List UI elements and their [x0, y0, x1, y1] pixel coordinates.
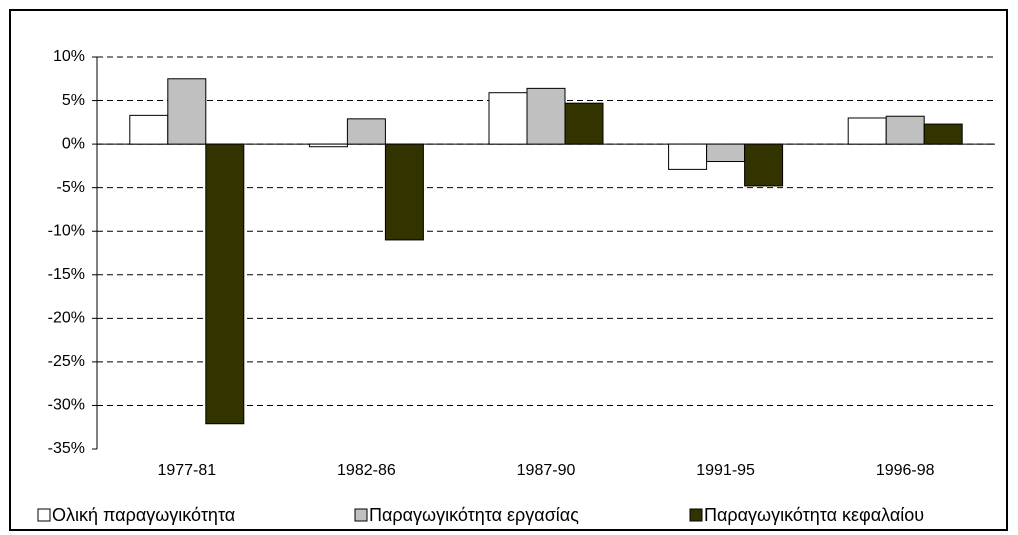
- bar: [167, 78, 207, 145]
- bar: [847, 117, 887, 145]
- y-tick-label: -30%: [48, 397, 85, 414]
- legend-label: Παραγωγικότητα εργασίας: [369, 505, 579, 525]
- bar: [384, 143, 424, 241]
- bar: [885, 115, 925, 145]
- bar: [744, 143, 784, 187]
- bar: [346, 118, 386, 145]
- x-tick-label: 1977-81: [157, 462, 216, 479]
- legend-swatch: [37, 508, 51, 522]
- bar: [308, 143, 348, 148]
- bar: [205, 143, 245, 425]
- bar: [706, 143, 746, 163]
- legend-swatch: [354, 508, 368, 522]
- bar: [129, 114, 169, 145]
- legend-label: Παραγωγικότητα κεφαλαίου: [704, 505, 924, 525]
- x-tick-label: 1982-86: [337, 462, 396, 479]
- y-tick-label: -15%: [48, 266, 85, 283]
- y-tick-label: -5%: [57, 179, 85, 196]
- chart-border: [9, 9, 1008, 531]
- bar: [564, 102, 604, 145]
- bar: [668, 143, 708, 170]
- y-tick-label: -20%: [48, 310, 85, 327]
- x-tick-label: 1987-90: [517, 462, 576, 479]
- x-tick-label: 1996-98: [876, 462, 935, 479]
- y-tick-label: -10%: [48, 222, 85, 239]
- x-tick-label: 1991-95: [696, 462, 755, 479]
- y-tick-label: -35%: [48, 440, 85, 457]
- legend-label: Ολική παραγωγικότητα: [52, 505, 235, 525]
- bar: [526, 87, 566, 145]
- bar: [488, 92, 528, 145]
- bar: [923, 123, 963, 145]
- y-tick-label: 10%: [53, 48, 85, 65]
- y-tick-label: 0%: [62, 135, 85, 152]
- legend-swatch: [689, 508, 703, 522]
- y-tick-label: -25%: [48, 353, 85, 370]
- y-tick-label: 5%: [62, 92, 85, 109]
